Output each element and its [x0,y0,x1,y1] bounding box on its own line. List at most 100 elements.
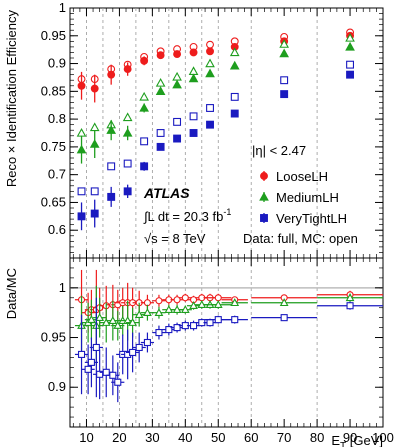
ratio-point-verytightlh [77,350,86,358]
x-tick-label: 50 [211,430,225,445]
y-tick-label: 0.6 [48,222,66,237]
efficiency-y-axis-title: Reco × Identification Efficiency [4,10,19,188]
luminosity-label: ∫L dt = 20.3 fb-1 [143,207,231,224]
data-point-verytightlh [123,187,132,196]
ratio-point-verytightlh [155,329,163,337]
legend-marker-looselh [260,172,268,180]
data-point-verytightlh [206,120,214,129]
y-tick-label: 0.95 [41,28,66,43]
x-axis-title-main: E [331,433,340,447]
eta-selection-label: |η| < 2.47 [252,143,306,158]
mc-point-verytightlh [280,76,289,85]
mc-point-verytightlh [123,159,132,168]
mc-point-verytightlh [140,137,149,146]
ratio-y-axis-title: Data/MC [4,268,19,319]
data-mc-note: Data: full, MC: open [243,231,358,246]
y-tick-label: 1 [59,0,66,15]
ratio-y-ticks: 0.9 0.95 1 [41,257,383,418]
data-point-mediumlh [345,41,355,51]
ratio-panel: 0.9 0.95 1 10 20 30 40 50 60 70 80 90 100 Data/MC E… [4,8,394,447]
ratio-data-points [74,269,383,403]
data-point-verytightlh [230,109,239,118]
data-point-verytightlh [156,142,165,151]
ratio-point-mediumlh [345,293,355,302]
efficiency-data-points [76,28,355,231]
ratio-point-mediumlh [101,318,111,326]
data-point-looselh [107,70,116,79]
y-tick-label: 0.8 [48,111,66,126]
ratio-point-verytightlh [190,322,198,330]
mc-point-verytightlh [156,129,165,137]
ratio-point-mediumlh [113,321,123,329]
x-tick-label: 80 [310,430,324,445]
ratio-point-looselh [214,294,222,302]
legend: |η| < 2.47 LooseLH MediumLH VeryTightLH [252,143,347,226]
ratio-point-verytightlh [84,365,92,373]
ratio-grid [86,258,318,427]
ratio-point-verytightlh [87,358,95,366]
ratio-point-looselh [173,296,181,304]
data-point-verytightlh [77,212,86,221]
data-point-mediumlh [279,48,290,58]
data-point-verytightlh [107,192,116,201]
y-tick-label: 0.9 [48,56,66,71]
mc-point-mediumlh [279,39,290,48]
legend-items: LooseLH MediumLH VeryTightLH [259,169,347,226]
efficiency-plot-frame [69,7,384,259]
ratio-point-verytightlh [214,316,222,324]
mc-point-verytightlh [77,187,86,196]
data-point-mediumlh [229,60,240,70]
data-point-mediumlh [139,102,149,112]
data-point-verytightlh [140,162,149,171]
ratio-point-mediumlh [189,301,198,310]
data-point-looselh [206,47,214,56]
data-point-mediumlh [106,125,117,134]
ratio-point-verytightlh [135,343,143,352]
ratio-point-verytightlh [96,370,104,378]
ratio-point-verytightlh [102,368,110,376]
mc-point-mediumlh [205,58,215,68]
legend-marker-mediumlh [259,191,269,201]
x-tick-label: 90 [343,430,357,445]
mc-point-looselh [206,40,214,49]
data-point-looselh [123,65,132,74]
ratio-point-verytightlh [231,316,239,324]
data-point-mediumlh [76,144,87,154]
ratio-point-mediumlh [230,298,240,307]
data-point-mediumlh [172,79,182,89]
x-tick-label: 60 [244,430,258,445]
x-tick-label: 70 [277,430,291,445]
mc-point-verytightlh [90,187,99,196]
ratio-plot-frame [69,257,384,428]
mc-point-mediumlh [229,47,240,57]
mc-point-verytightlh [189,112,198,121]
y-tick-label: 0.65 [41,194,66,209]
y-tick-label: 0.85 [41,83,66,98]
ratio-point-verytightlh [129,348,137,356]
data-point-looselh [156,51,165,60]
mc-point-mediumlh [155,77,166,87]
data-point-verytightlh [173,134,182,143]
ratio-point-looselh [181,294,189,302]
data-point-looselh [90,84,99,93]
data-point-mediumlh [205,68,215,78]
x-tick-label: 100 [372,430,394,445]
efficiency-panel: 0.6 0.65 0.7 0.75 0.8 0.85 0.9 0.95 1 Reco × Ide… [4,0,384,259]
data-point-looselh [173,50,182,59]
ratio-point-verytightlh [143,338,151,347]
ratio-point-mediumlh [154,308,164,316]
data-point-looselh [189,48,198,57]
y-tick-label: 0.9 [48,379,66,394]
luminosity-unit-exponent: -1 [223,207,231,217]
mc-point-verytightlh [107,162,116,171]
data-point-verytightlh [90,209,99,218]
ratio-point-verytightlh [114,378,122,386]
efficiency-y-ticks: 0.6 0.65 0.7 0.75 0.8 0.85 0.9 0.95 1 [41,0,383,259]
ratio-point-mediumlh [87,315,96,323]
ratio-point-looselh [155,297,163,305]
luminosity-value: ∫L dt = 20.3 fb [143,209,223,224]
atlas-info: ATLAS ∫L dt = 20.3 fb-1 √s = 8 TeV Data:… [143,185,358,246]
ratio-point-verytightlh [173,324,181,332]
ratio-point-mediumlh [279,298,289,307]
ratio-point-mediumlh [180,305,190,314]
